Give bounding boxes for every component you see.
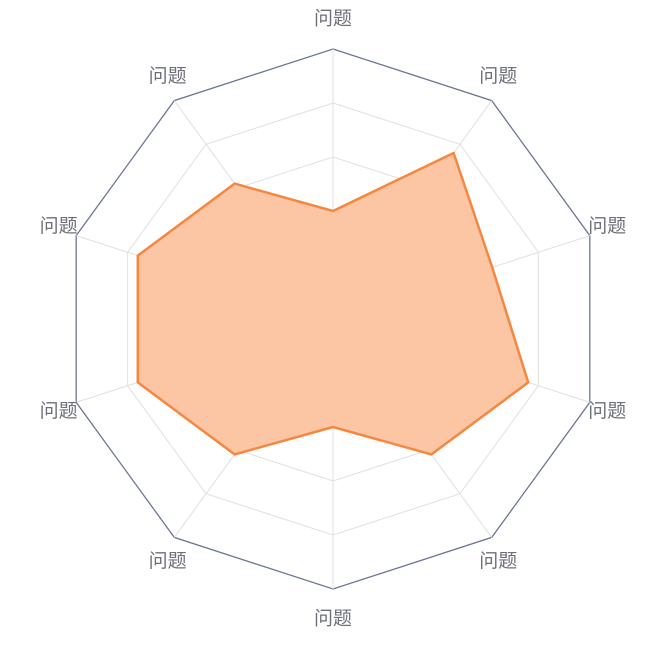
axis-label: 问题 <box>149 550 187 572</box>
series-area <box>137 153 529 455</box>
axis-label: 问题 <box>314 608 352 630</box>
axis-label: 问题 <box>479 550 517 572</box>
axis-label: 问题 <box>314 8 352 30</box>
axis-label: 问题 <box>479 65 517 87</box>
axis-label: 问题 <box>40 215 78 237</box>
axis-label: 问题 <box>40 400 78 422</box>
axis-label: 问题 <box>149 65 187 87</box>
axis-label: 问题 <box>588 215 626 237</box>
radar-series <box>136 151 530 456</box>
axis-label: 问题 <box>588 400 626 422</box>
